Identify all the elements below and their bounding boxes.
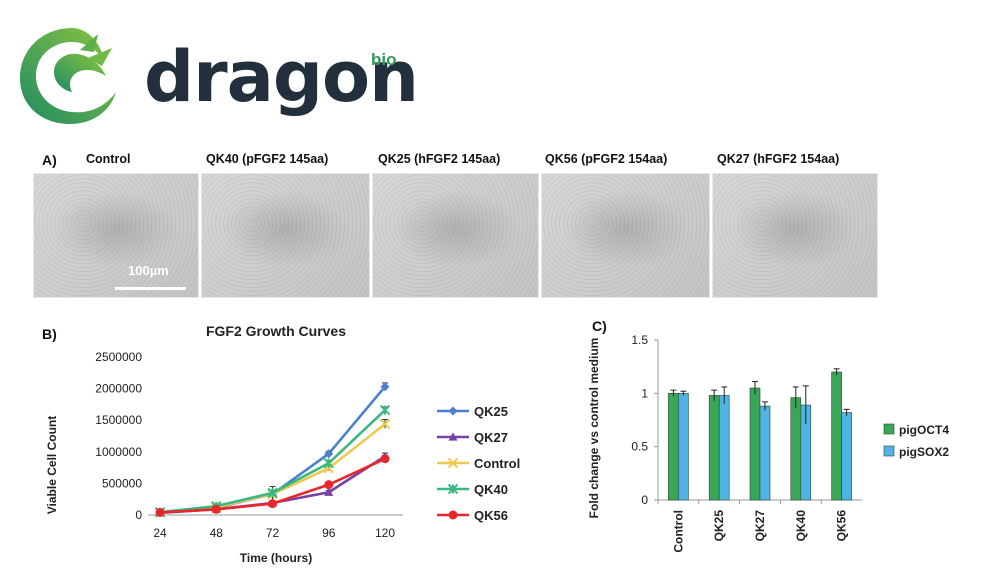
bar-pigoct4-qk27 [749, 387, 761, 501]
bar-pigsox2-control [678, 393, 689, 501]
legend-label-qk40: QK40 [474, 482, 508, 497]
panel-c-letter: C) [592, 318, 607, 334]
legend-marker-qk27 [448, 432, 458, 441]
legend-label-qk27: QK27 [474, 430, 508, 445]
y-tick-label: 0.5 [631, 440, 648, 454]
legend-label-pigoct4: pigOCT4 [899, 423, 949, 437]
legend-label-pigsox2: pigSOX2 [899, 445, 949, 459]
bar-pigsox2-qk56 [841, 412, 852, 501]
data-point-qk25 [380, 382, 390, 392]
growth-chart-ylabel: Viable Cell Count [45, 416, 59, 514]
micro-title-control: Control [86, 152, 131, 166]
data-point-qk40 [379, 404, 391, 416]
y-tick-label: 500000 [102, 476, 142, 490]
data-point-control [379, 418, 391, 430]
x-tick-label: 120 [375, 526, 395, 540]
bar-pigoct4-control [668, 393, 679, 501]
bar-pigsox2-qk27 [759, 405, 771, 501]
legend-swatch-pigsox2 [883, 445, 895, 457]
x-tick-label: 72 [266, 526, 280, 540]
data-point-qk56 [268, 499, 277, 509]
scale-bar [115, 287, 186, 290]
micrograph-qk56 [541, 173, 710, 298]
data-point-qk56 [155, 507, 165, 517]
micro-title-qk25: QK25 (hFGF2 145aa) [378, 152, 501, 166]
growth-chart-title: FGF2 Growth Curves [206, 323, 346, 339]
legend-label-qk56: QK56 [474, 508, 508, 523]
data-point-qk56 [211, 504, 221, 514]
y-tick-label: 1500000 [95, 413, 142, 427]
y-tick-label: 1000000 [95, 445, 142, 459]
micrograph-qk40 [201, 173, 370, 298]
growth-curve-chart: FGF2 Growth Curves Viable Cell Count Tim… [45, 323, 520, 565]
data-point-qk25 [324, 449, 334, 459]
micrograph-control [33, 173, 199, 298]
micro-title-qk40: QK40 (pFGF2 145aa) [206, 152, 329, 166]
brand-suffix: bio [371, 50, 397, 69]
y-tick-label: 2000000 [95, 382, 142, 396]
micro-title-qk56: QK56 (pFGF2 154aa) [545, 152, 668, 166]
x-tick-label: QK27 [753, 510, 767, 542]
data-point-qk40 [267, 487, 278, 499]
x-tick-label: 24 [153, 526, 167, 540]
x-tick-label: Control [671, 510, 685, 553]
brand-wordmark: dragon [144, 36, 419, 118]
legend-marker-qk40 [447, 483, 459, 495]
micrograph-qk25 [372, 173, 539, 298]
fold-chart-ylabel: Fold change vs control medium [587, 338, 601, 519]
legend-swatch-pigoct4 [883, 423, 895, 435]
y-tick-label: 0 [641, 493, 648, 507]
legend-marker-qk56 [448, 510, 458, 520]
scale-bar-label: 100µm [128, 263, 169, 278]
bar-pigoct4-qk56 [831, 371, 842, 501]
panel-b-letter: B) [42, 326, 57, 342]
x-tick-label: QK40 [794, 510, 808, 542]
fold-change-chart: Fold change vs control medium 0 0.5 1 1.5 Co… [587, 333, 949, 553]
brand-logo: dragon bio [14, 20, 419, 130]
panel-a-letter: A) [42, 152, 57, 168]
data-point-qk27 [324, 487, 334, 496]
y-tick-label: 0 [135, 508, 142, 522]
data-point-qk56 [380, 454, 390, 464]
y-tick-label: 1.5 [631, 333, 648, 347]
x-tick-label: QK25 [712, 510, 726, 542]
x-tick-label: 48 [210, 526, 224, 540]
x-tick-label: 96 [322, 526, 336, 540]
legend-label-control: Control [474, 456, 520, 471]
bar-pigsox2-qk25 [718, 395, 730, 501]
y-tick-label: 1 [641, 386, 648, 400]
data-point-qk40 [323, 457, 334, 469]
bar-pigoct4-qk40 [790, 397, 802, 501]
micro-title-qk27: QK27 (hFGF2 154aa) [717, 152, 840, 166]
growth-chart-xlabel: Time (hours) [240, 551, 312, 565]
x-tick-label: QK56 [835, 510, 849, 542]
legend-marker-qk25 [448, 406, 458, 416]
bar-pigoct4-qk25 [708, 395, 720, 501]
micrograph-qk27 [712, 173, 878, 298]
legend-marker-control [447, 457, 459, 469]
data-point-qk56 [324, 480, 334, 490]
legend-label-qk25: QK25 [474, 404, 508, 419]
y-tick-label: 2500000 [95, 350, 142, 364]
dragon-emblem-icon [20, 28, 116, 124]
